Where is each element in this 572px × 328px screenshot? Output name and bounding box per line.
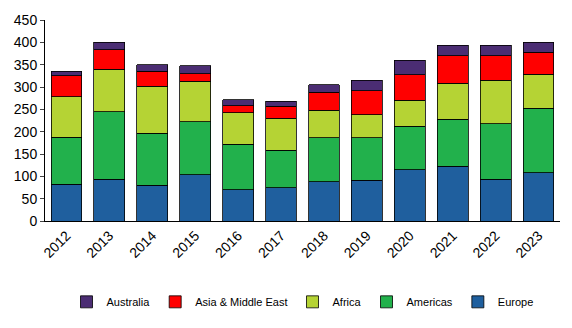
svg-text:300: 300: [14, 79, 38, 95]
svg-text:2019: 2019: [341, 227, 374, 260]
svg-text:2014: 2014: [126, 227, 159, 260]
svg-text:2015: 2015: [169, 227, 202, 260]
svg-text:0: 0: [29, 213, 37, 229]
svg-text:2018: 2018: [298, 227, 331, 260]
svg-text:150: 150: [14, 146, 38, 162]
svg-text:2013: 2013: [83, 227, 116, 260]
svg-text:450: 450: [14, 12, 38, 28]
svg-text:Europe: Europe: [498, 296, 533, 308]
svg-text:400: 400: [14, 34, 38, 50]
svg-text:100: 100: [14, 168, 38, 184]
svg-text:2022: 2022: [469, 227, 502, 260]
svg-text:2020: 2020: [384, 227, 417, 260]
svg-text:Asia & Middle East: Asia & Middle East: [195, 296, 287, 308]
svg-text:2021: 2021: [426, 227, 459, 260]
svg-text:2023: 2023: [512, 227, 545, 260]
svg-text:Africa: Africa: [333, 296, 362, 308]
svg-text:350: 350: [14, 57, 38, 73]
svg-text:2012: 2012: [40, 227, 73, 260]
svg-text:2017: 2017: [255, 227, 288, 260]
svg-text:Australia: Australia: [107, 296, 151, 308]
svg-text:Americas: Americas: [407, 296, 453, 308]
svg-text:200: 200: [14, 124, 38, 140]
svg-text:50: 50: [22, 191, 38, 207]
svg-text:2016: 2016: [212, 227, 245, 260]
svg-text:250: 250: [14, 101, 38, 117]
